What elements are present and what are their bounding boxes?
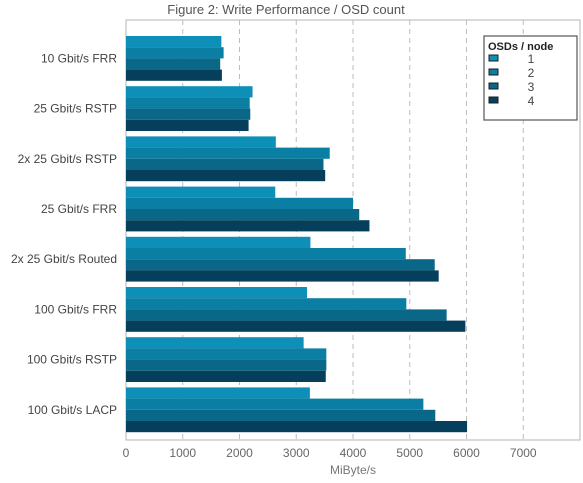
- category-label: 2x 25 Gbit/s Routed: [11, 252, 117, 266]
- bars: [126, 36, 468, 433]
- legend-swatch: [488, 82, 499, 90]
- legend-label: 2: [528, 66, 535, 80]
- bar: [126, 409, 436, 421]
- x-tick-label: 1000: [169, 446, 196, 460]
- chart-title: Figure 2: Write Performance / OSD count: [167, 2, 405, 17]
- x-axis-label: MiByte/s: [330, 463, 376, 477]
- bar: [126, 108, 251, 120]
- x-tick-label: 0: [123, 446, 130, 460]
- category-label: 2x 25 Gbit/s RSTP: [18, 152, 117, 166]
- category-label: 25 Gbit/s FRR: [41, 202, 117, 216]
- x-tick-label: 6000: [453, 446, 480, 460]
- bar: [126, 186, 276, 198]
- bar: [126, 398, 424, 410]
- bar: [126, 147, 330, 159]
- category-label: 100 Gbit/s FRR: [34, 302, 117, 316]
- bar: [126, 158, 324, 170]
- bar: [126, 209, 360, 221]
- bar: [126, 320, 466, 332]
- bar: [126, 259, 435, 271]
- x-tick-label: 4000: [340, 446, 367, 460]
- x-tick-label: 5000: [396, 446, 423, 460]
- x-tick-label: 3000: [283, 446, 310, 460]
- bar: [126, 421, 468, 433]
- x-tick-labels: 0 1000 2000 3000 4000 5000 6000 7000: [123, 446, 537, 460]
- legend-swatch: [488, 54, 499, 62]
- bar: [126, 387, 310, 399]
- x-tick-label: 7000: [510, 446, 537, 460]
- bar: [126, 136, 276, 148]
- category-label: 10 Gbit/s FRR: [41, 51, 117, 65]
- bar: [126, 170, 326, 182]
- legend-label: 3: [528, 80, 535, 94]
- bar: [126, 220, 370, 232]
- legend-label: 4: [528, 94, 535, 108]
- bar: [126, 348, 327, 360]
- bar: [126, 309, 447, 321]
- bar: [126, 236, 311, 248]
- bar: [126, 58, 221, 70]
- bar: [126, 370, 326, 382]
- bar: [126, 119, 249, 131]
- bar: [126, 86, 253, 98]
- bar: [126, 298, 407, 310]
- bar: [126, 47, 224, 59]
- category-label: 100 Gbit/s RSTP: [27, 353, 117, 367]
- legend-swatch: [488, 96, 499, 104]
- bar: [126, 69, 222, 81]
- bar: [126, 197, 353, 209]
- legend-box: [483, 35, 578, 121]
- category-labels: 10 Gbit/s FRR 25 Gbit/s RSTP 2x 25 Gbit/s …: [11, 51, 117, 416]
- x-tick-label: 2000: [226, 446, 253, 460]
- bar: [126, 248, 406, 260]
- legend-label: 1: [528, 52, 535, 66]
- legend-title: OSDs / node: [488, 41, 553, 53]
- bar: [126, 270, 439, 282]
- bar: [126, 359, 327, 371]
- category-label: 25 Gbit/s RSTP: [34, 102, 117, 116]
- legend-swatch: [488, 68, 499, 76]
- category-label: 100 Gbit/s LACP: [28, 403, 117, 417]
- bar: [126, 287, 308, 299]
- bar: [126, 337, 304, 349]
- bar: [126, 36, 222, 48]
- bar: [126, 97, 250, 109]
